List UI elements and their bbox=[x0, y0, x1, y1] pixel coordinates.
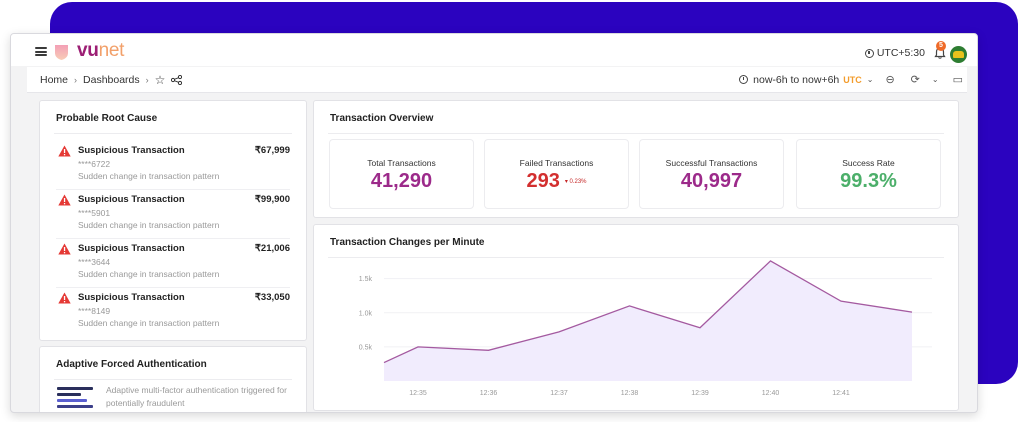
warning-icon bbox=[58, 145, 71, 157]
stat-failed-transactions: Failed Transactions 293 ▾ 0.23% bbox=[484, 139, 629, 209]
share-icon[interactable] bbox=[171, 75, 183, 85]
top-bar: vunet UTC+5:30 5 bbox=[11, 34, 977, 66]
item-description: Sudden change in transaction pattern bbox=[78, 171, 220, 181]
y-tick-label: 1.5k bbox=[359, 276, 373, 283]
clock-icon bbox=[864, 48, 874, 58]
divider bbox=[56, 238, 290, 239]
x-tick-label: 12:39 bbox=[691, 390, 709, 397]
root-cause-panel: Probable Root Cause Suspicious Transacti… bbox=[39, 100, 307, 341]
stat-value: 41,290 bbox=[370, 170, 433, 192]
menu-icon[interactable] bbox=[35, 47, 47, 56]
timezone-label: UTC+5:30 bbox=[876, 47, 925, 59]
divider bbox=[54, 379, 292, 380]
stat-delta: ▾ 0.23% bbox=[564, 179, 587, 186]
transaction-overview-panel: Transaction Overview Total Transactions … bbox=[313, 100, 959, 218]
item-description: Sudden change in transaction pattern bbox=[78, 220, 220, 230]
x-tick-label: 12:36 bbox=[480, 390, 498, 397]
x-tick-label: 12:41 bbox=[832, 390, 850, 397]
refresh-icon[interactable]: ⟳ bbox=[910, 74, 920, 86]
item-account: ****8149 bbox=[78, 306, 111, 316]
item-account: ****6722 bbox=[78, 159, 111, 169]
item-title: Suspicious Transaction bbox=[78, 243, 185, 254]
time-range-label[interactable]: now-6h to now+6h bbox=[753, 73, 840, 86]
panel-title: Transaction Overview bbox=[330, 113, 434, 124]
time-zone-tag: UTC bbox=[843, 74, 862, 85]
panel-title: Adaptive Forced Authentication bbox=[56, 359, 207, 370]
breadcrumb-bar: Home › Dashboards › ☆ now-6h to now+6h U… bbox=[27, 67, 967, 93]
zoom-out-icon[interactable]: ⊖ bbox=[885, 74, 895, 86]
tv-mode-icon[interactable]: ▭ bbox=[952, 74, 963, 86]
item-account: ****5901 bbox=[78, 208, 111, 218]
list-lines-icon bbox=[57, 387, 95, 409]
stat-value: 293 bbox=[526, 170, 560, 192]
warning-icon bbox=[58, 194, 71, 206]
divider bbox=[328, 133, 944, 134]
breadcrumb-dashboards[interactable]: Dashboards bbox=[83, 74, 140, 86]
stat-value: 40,997 bbox=[680, 170, 743, 192]
stat-value-wrap: 293 ▾ 0.23% bbox=[485, 170, 628, 193]
stat-success-rate: Success Rate 99.3% bbox=[796, 139, 941, 209]
x-tick-label: 12:35 bbox=[409, 390, 427, 397]
divider bbox=[56, 287, 290, 288]
root-cause-item[interactable]: Suspicious Transaction ₹99,900 ****5901 Sud… bbox=[56, 190, 290, 239]
breadcrumb-home[interactable]: Home bbox=[40, 74, 69, 86]
stat-label: Total Transactions bbox=[367, 158, 436, 168]
warning-icon bbox=[58, 292, 71, 304]
panel-title: Probable Root Cause bbox=[56, 113, 158, 124]
divider bbox=[328, 257, 944, 258]
x-tick-label: 12:38 bbox=[621, 390, 639, 397]
divider bbox=[54, 133, 292, 134]
line-chart: 0.5k 1.0k 1.5k 12:35 12:36 12:37 12:38 12:39 12:… bbox=[359, 260, 932, 397]
item-amount: ₹99,900 bbox=[254, 194, 290, 205]
root-cause-item[interactable]: Suspicious Transaction ₹33,050 ****8149 Sud… bbox=[56, 288, 290, 337]
stat-successful-transactions: Successful Transactions 40,997 bbox=[639, 139, 784, 209]
item-description: Sudden change in transaction pattern bbox=[78, 269, 220, 279]
breadcrumb-separator: › bbox=[74, 75, 78, 85]
stat-total-transactions: Total Transactions 41,290 bbox=[329, 139, 474, 209]
x-tick-label: 12:37 bbox=[550, 390, 568, 397]
series-area bbox=[384, 260, 912, 381]
y-tick-label: 0.5k bbox=[359, 344, 373, 351]
breadcrumb: Home › Dashboards › ☆ bbox=[40, 73, 183, 87]
brand-primary: vu bbox=[77, 40, 99, 61]
item-amount: ₹21,006 bbox=[254, 243, 290, 254]
root-cause-item[interactable]: Suspicious Transaction ₹21,006 ****3644 Sud… bbox=[56, 239, 290, 288]
star-icon[interactable]: ☆ bbox=[154, 73, 166, 87]
brand-secondary: net bbox=[98, 40, 125, 61]
time-controls: now-6h to now+6h UTC ⌄ ⊖ ⟳ ⌄ ▭ bbox=[739, 73, 963, 86]
clock-icon bbox=[739, 75, 749, 84]
stat-label: Failed Transactions bbox=[519, 158, 594, 168]
item-title: Suspicious Transaction bbox=[78, 292, 185, 303]
stat-label: Success Rate bbox=[842, 158, 895, 168]
timezone-selector[interactable]: UTC+5:30 bbox=[864, 47, 925, 59]
chevron-down-icon[interactable]: ⌄ bbox=[931, 75, 939, 84]
stat-label: Successful Transactions bbox=[665, 158, 758, 168]
app-window: vunet UTC+5:30 5 Home › Dashboards › ☆ bbox=[10, 33, 978, 413]
auth-description: Adaptive multi-factor authentication tri… bbox=[106, 385, 287, 408]
logo-shield-icon bbox=[55, 45, 68, 60]
breadcrumb-separator: › bbox=[145, 75, 149, 85]
avatar[interactable] bbox=[950, 46, 967, 63]
item-amount: ₹33,050 bbox=[254, 292, 290, 303]
chart-title: Transaction Changes per Minute bbox=[330, 237, 485, 248]
divider bbox=[56, 189, 290, 190]
notification-badge: 5 bbox=[936, 41, 946, 51]
chevron-down-icon[interactable]: ⌄ bbox=[866, 75, 874, 84]
transaction-chart-panel: Transaction Changes per Minute 0.5k 1.0k 1… bbox=[313, 224, 959, 411]
warning-icon bbox=[58, 243, 71, 255]
brand-logo[interactable]: vunet bbox=[77, 40, 124, 62]
item-description: Sudden change in transaction pattern bbox=[78, 318, 220, 328]
root-cause-item[interactable]: Suspicious Transaction ₹67,999 ****6722 Sud… bbox=[56, 141, 290, 190]
x-tick-label: 12:40 bbox=[762, 390, 780, 397]
item-amount: ₹67,999 bbox=[254, 145, 290, 156]
item-account: ****3644 bbox=[78, 257, 111, 267]
item-title: Suspicious Transaction bbox=[78, 194, 185, 205]
auth-panel: Adaptive Forced Authentication Adaptive … bbox=[39, 346, 307, 412]
y-tick-label: 1.0k bbox=[359, 310, 373, 317]
item-title: Suspicious Transaction bbox=[78, 145, 185, 156]
stat-value: 99.3% bbox=[840, 170, 897, 192]
